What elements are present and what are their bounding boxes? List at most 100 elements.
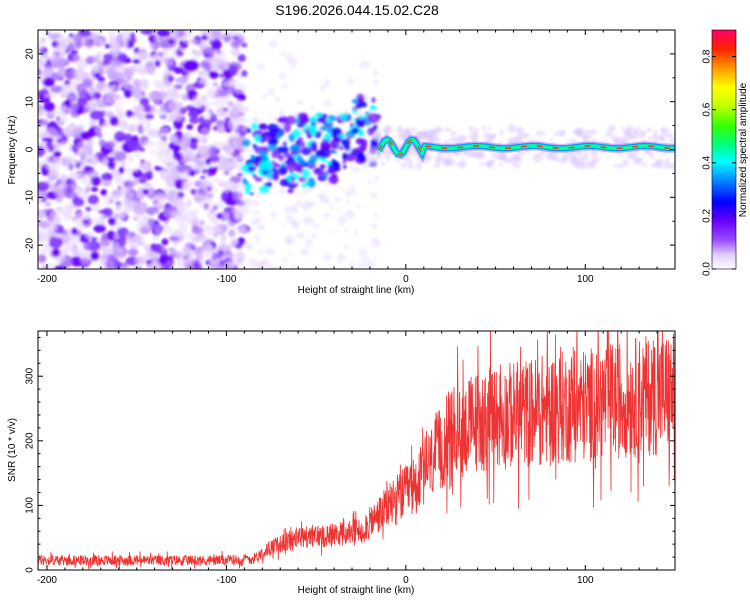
spectrogram-cell — [97, 209, 105, 214]
spectrogram-cell — [324, 79, 331, 87]
snr-series-line — [38, 331, 675, 570]
spectrogram-cell — [48, 33, 59, 41]
spectrogram-cell — [154, 243, 162, 254]
spectrogram-cell — [365, 260, 375, 269]
spectrogram-cell — [101, 175, 107, 180]
spectrogram-cell — [488, 137, 494, 143]
spectrogram-cell — [200, 135, 209, 145]
spectrogram-cell — [82, 78, 93, 88]
spectrogram-cell — [169, 167, 177, 174]
spectrogram-cell — [292, 162, 303, 172]
snr-y-tick-label: 300 — [25, 367, 36, 384]
spectrogram-cell — [179, 77, 187, 86]
spectrogram-cell — [269, 127, 279, 139]
spectrogram-cell — [615, 151, 623, 156]
spectrogram-cell — [90, 251, 100, 261]
spectrogram-cell — [198, 145, 206, 152]
spectrogram-cell — [208, 146, 219, 158]
spectrogram-cell — [88, 100, 99, 109]
spectrogram-cell — [211, 252, 218, 260]
spectrogram-cell — [591, 128, 597, 135]
spectrogram-cell — [55, 195, 63, 203]
spectrogram-cell — [114, 131, 127, 142]
spectrogram-cell — [258, 249, 264, 255]
spectrogram-cell — [288, 251, 293, 257]
spectrogram-cell — [299, 248, 310, 255]
spectrogram-cell — [60, 110, 67, 118]
spectrogram-cell — [234, 131, 241, 139]
spectrogram-cell — [40, 247, 48, 256]
spectrogram-cell — [67, 42, 75, 51]
spectrogram-cell — [140, 30, 154, 35]
spectrogram-cell — [64, 128, 79, 136]
spectrogram-cell — [488, 126, 492, 131]
spectrogram-cell — [51, 91, 58, 96]
spectrogram-cell — [566, 139, 571, 144]
spectrogram-cell — [562, 152, 571, 160]
spectrogram-cell — [250, 154, 255, 160]
spectrogram-cell — [191, 39, 199, 45]
spectrogram-cell — [115, 200, 122, 207]
spectrogram-cell — [320, 140, 331, 150]
spectrogram-cell — [358, 115, 365, 120]
spectrogram-cell — [84, 231, 95, 240]
spectrogram-cell — [532, 152, 543, 163]
spectrogram-cell — [161, 168, 168, 172]
spectrogram-cell — [155, 82, 167, 91]
spectrogram-cell — [148, 45, 156, 51]
spectrogram-cell — [105, 174, 112, 180]
spectrogram-cell — [472, 138, 477, 143]
spectrogram-cell — [189, 116, 200, 124]
spectrogram-cell — [64, 79, 71, 86]
spectrogram-cell — [51, 248, 61, 257]
spectrogram-cell — [230, 106, 240, 115]
spectrogram-cell — [112, 193, 120, 200]
spectrogram-cell — [362, 256, 370, 261]
spectrogram-cell — [232, 83, 247, 95]
spectrogram-cell — [278, 187, 286, 195]
spectrogram-cell — [127, 248, 139, 257]
spectrogram-cell — [373, 124, 378, 130]
spectrogram-cell — [164, 57, 174, 67]
spectrogram-cell — [70, 171, 78, 183]
spectrogram-cell — [498, 162, 504, 167]
spectrogram-cell — [51, 56, 65, 69]
spectrogram-cell — [132, 58, 141, 64]
spectrogram-cell — [353, 230, 360, 235]
spectrogram-cell — [350, 148, 360, 157]
spectrogram-cell — [186, 199, 192, 207]
spectrogram-cell — [161, 238, 169, 246]
spectrogram-cell — [109, 84, 118, 95]
spectrogram-cell — [54, 182, 60, 187]
colorbar: 0.0 0.2 0.4 0.6 0.8 Normalized spectral ampl… — [702, 29, 749, 276]
spectrogram-cell — [346, 198, 350, 204]
spectrogram-cell — [342, 159, 347, 165]
spectrogram-cell — [396, 158, 401, 163]
spectrogram-cell — [652, 136, 658, 142]
spectrogram-cell — [576, 150, 583, 156]
spectrogram-cell — [234, 37, 243, 44]
spectrogram-cell — [296, 155, 303, 164]
spectrogram-cell — [252, 116, 258, 121]
spectrogram-cell — [163, 220, 170, 225]
spectrogram-cell — [242, 177, 247, 182]
spectrogram-cell — [243, 208, 252, 214]
spectrogram-cell — [318, 193, 325, 199]
spectrogram-cell — [611, 137, 620, 144]
spectrogram-cell — [351, 167, 361, 173]
spectrogram-cell — [632, 128, 637, 134]
spectrogram-cell — [234, 188, 240, 194]
spectrogram-cell — [274, 96, 281, 103]
spectrogram-cell — [159, 104, 166, 110]
spectrogram-cell — [373, 175, 379, 182]
spectrogram-cell — [381, 150, 386, 156]
spectrogram-cell — [188, 232, 196, 237]
spectrogram-cell — [254, 234, 260, 243]
spectrogram-cell — [62, 105, 68, 110]
spectrogram-cell — [115, 109, 127, 119]
spectrogram-cell — [137, 221, 143, 227]
spectrogram-cell — [107, 157, 116, 162]
spectrogram-cell — [204, 50, 210, 55]
spectrogram-cell — [199, 119, 212, 128]
spectrogram-cell — [343, 244, 350, 250]
